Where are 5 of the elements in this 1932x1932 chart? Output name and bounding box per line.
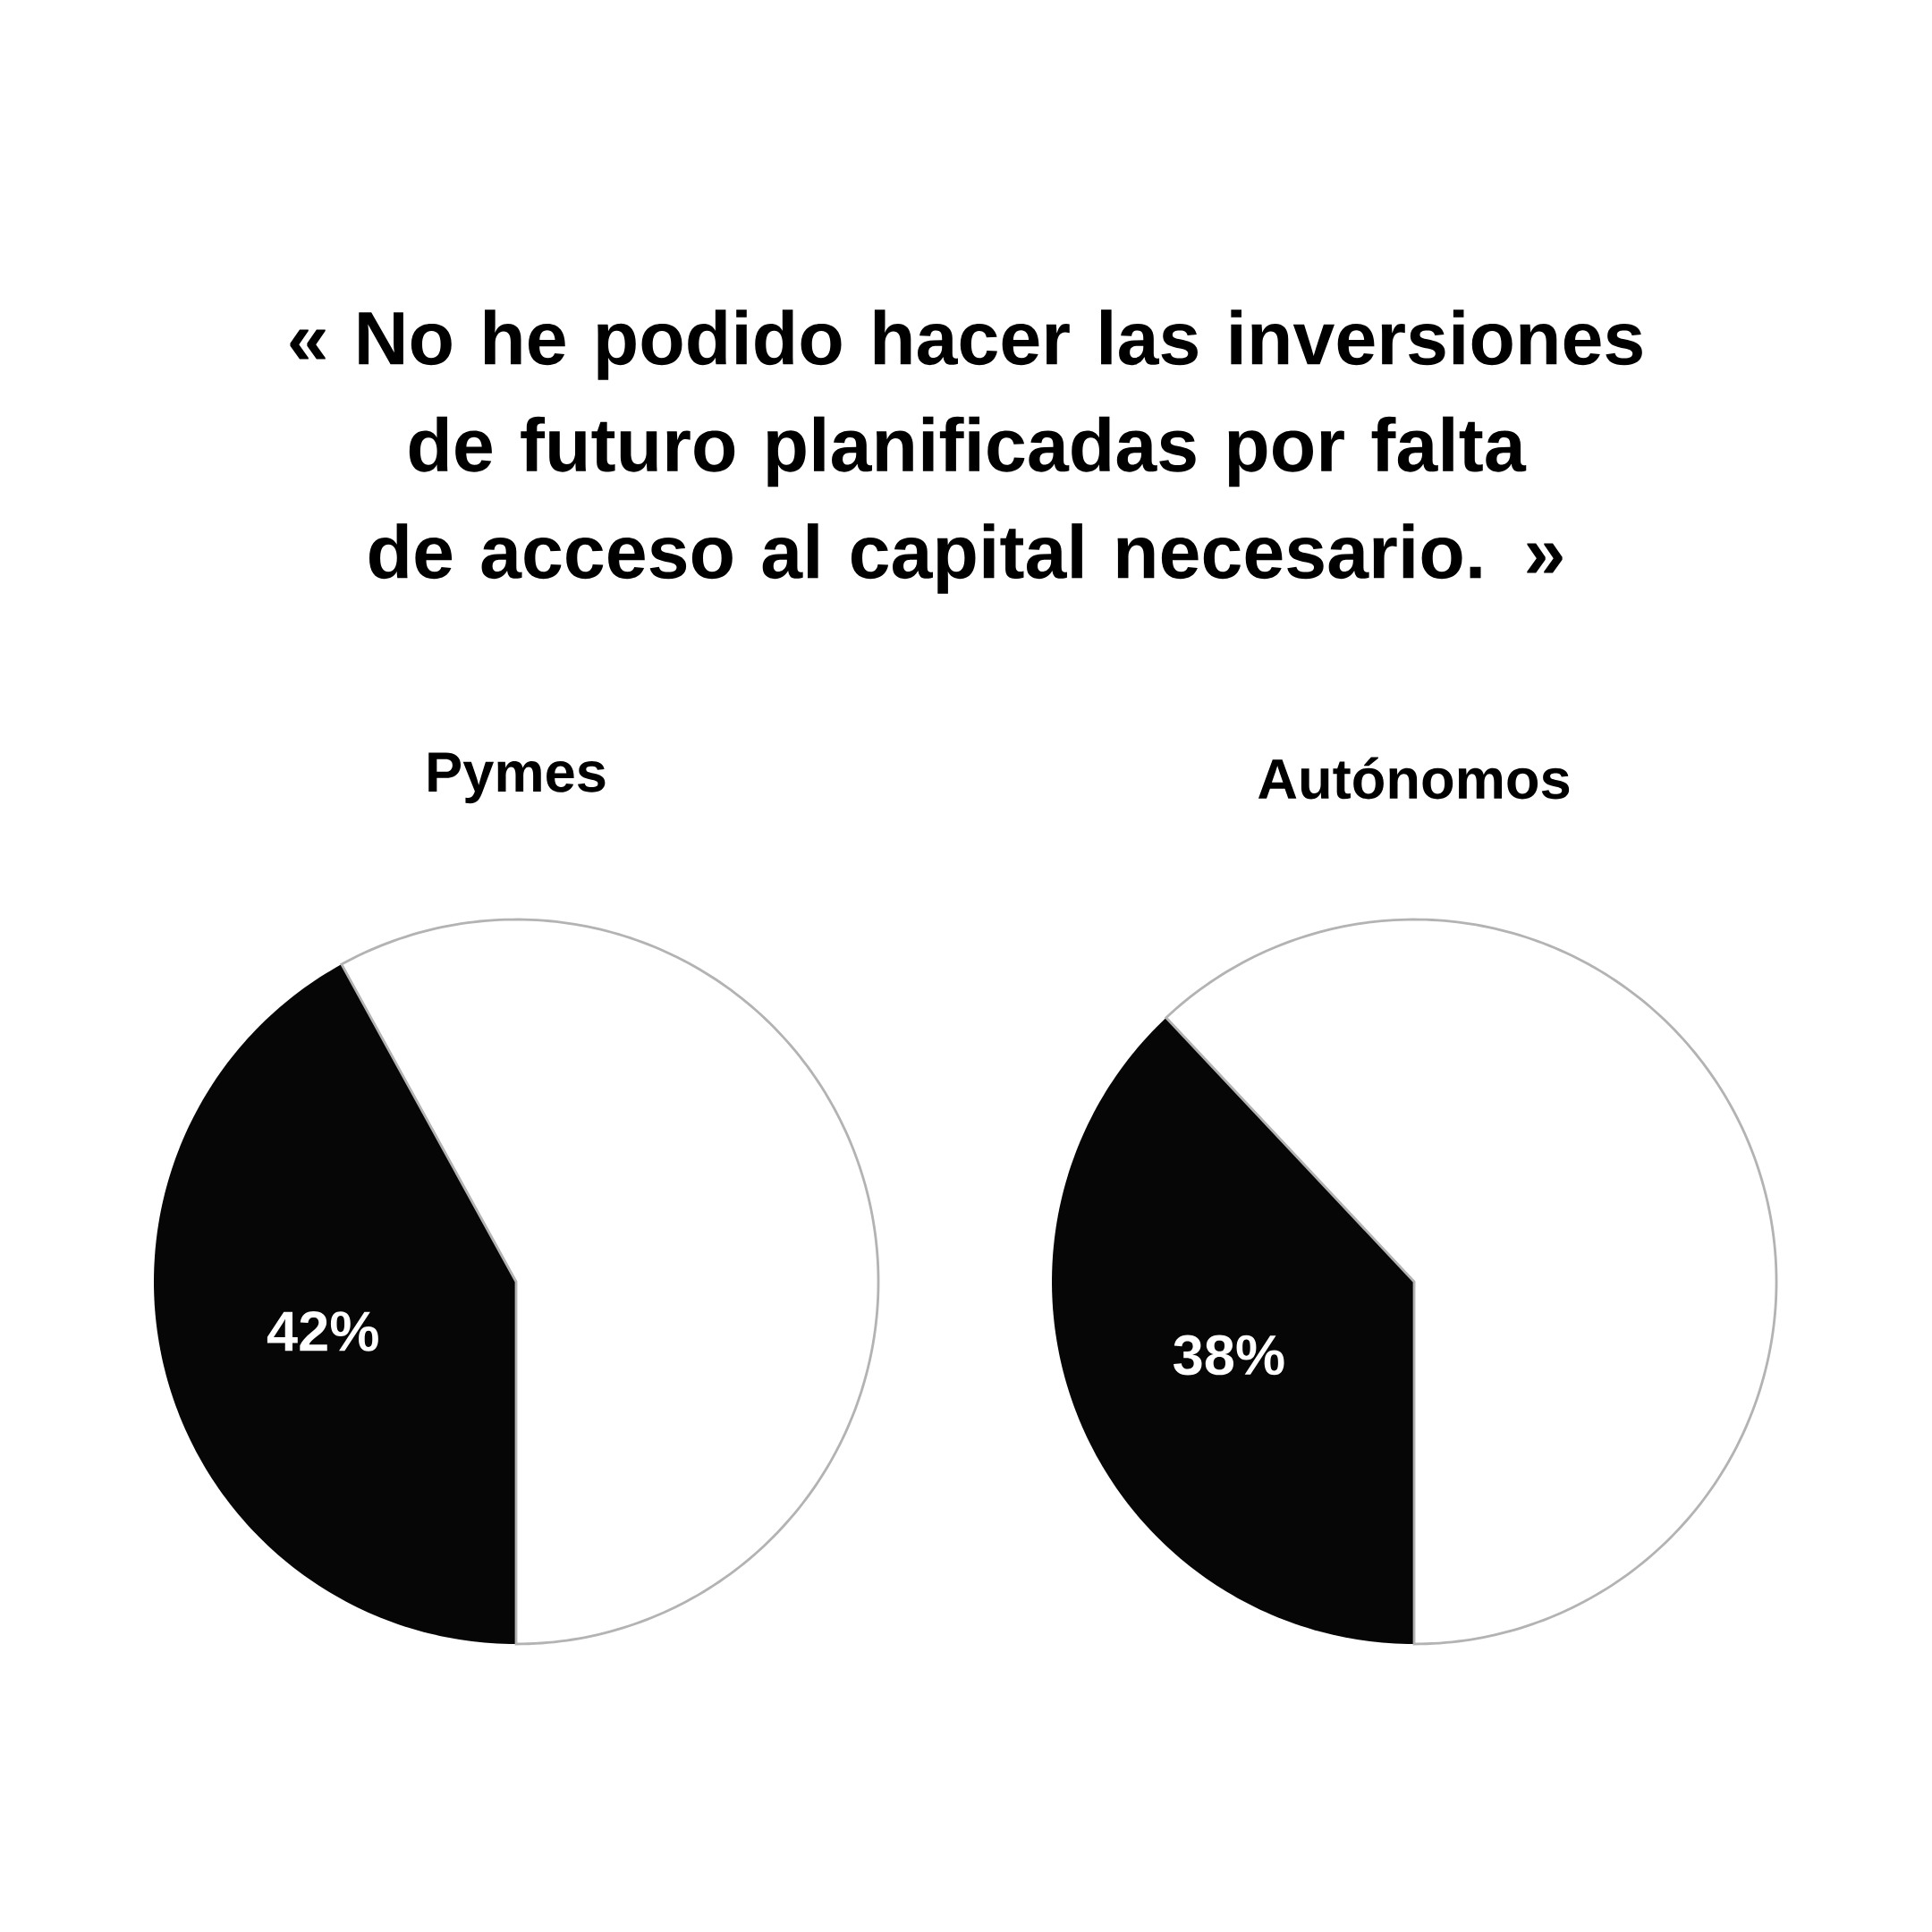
text: « No he podido hacer las inversiones de futuro planificadas por falta de acceso al capital necesario. » — [290, 309, 1642, 594]
chart-title: Autónomos — [1258, 757, 1570, 800]
chart-title: Pymes — [428, 752, 606, 804]
data-label: 38% — [1174, 1335, 1284, 1376]
data-label: 42% — [267, 1311, 378, 1352]
